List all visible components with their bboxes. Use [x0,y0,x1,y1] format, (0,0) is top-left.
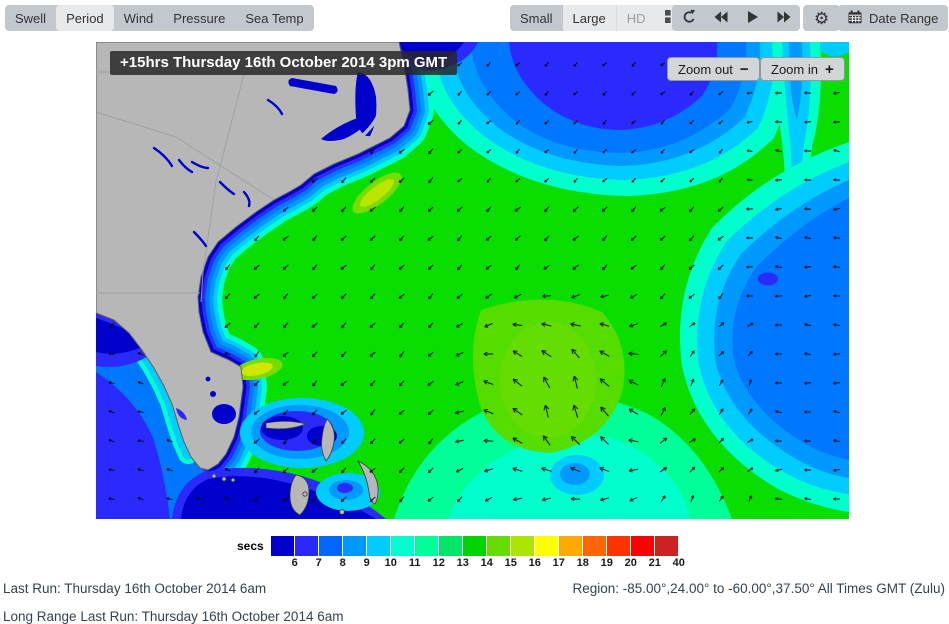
legend-box-8 [318,536,342,556]
legend-box-13 [438,536,462,556]
size-button-hd[interactable]: HD [615,5,656,31]
legend-tick-14: 14 [480,557,493,569]
legend-box-7 [294,536,318,556]
legend-tick-8: 8 [339,557,346,569]
legend-tick-15: 15 [504,557,517,569]
period-color-legend: secs 6 7 8 9 10 11 12 13 14 15 16 17 18 19 20 21 40 [237,536,685,569]
calendar-icon [848,10,862,27]
region-text: Region: -85.00°,24.00° to -60.00°,37.50°… [572,581,945,596]
zoom-out-button[interactable]: Zoom out − [667,57,760,81]
legend-box-9 [342,536,366,556]
legend-box-11 [390,536,414,556]
rewind-button[interactable] [705,5,737,31]
legend-tick-40: 40 [672,557,685,569]
legend-unit-label: secs [237,539,264,553]
tab-pressure[interactable]: Pressure [173,10,226,26]
period-contour-map [96,42,849,519]
legend-box-40 [654,536,678,556]
legend-color-scale: 6 7 8 9 10 11 12 13 14 15 16 17 18 19 20 21 40 [270,536,685,569]
zoom-in-button[interactable]: Zoom in + [760,57,845,81]
fast-forward-button[interactable] [768,5,800,31]
tab-sea-temp[interactable]: Sea Temp [245,10,304,26]
tab-wind[interactable]: Wind [123,10,154,26]
legend-box-10 [366,536,390,556]
tab-period[interactable]: Period [56,5,114,31]
forecast-mode-tabs: Swell Period Wind Pressure Sea Temp [5,5,314,31]
play-icon [746,10,759,27]
play-button[interactable] [737,5,768,31]
size-button-large[interactable]: Large [572,10,606,26]
legend-box-21 [630,536,654,556]
date-range-label: Date Range [869,10,939,26]
legend-box-18 [558,536,582,556]
legend-box-20 [606,536,630,556]
legend-box-15 [486,536,510,556]
legend-box-12 [414,536,438,556]
legend-tick-11: 11 [408,557,421,569]
legend-box-17 [534,536,558,556]
legend-box-19 [582,536,606,556]
settings-button[interactable]: ⚙ [803,5,841,31]
legend-tick-7: 7 [315,557,322,569]
legend-tick-12: 12 [432,557,445,569]
legend-tick-10: 10 [384,557,397,569]
gear-icon: ⚙ [814,8,830,28]
legend-tick-16: 16 [528,557,541,569]
last-run-text: Last Run: Thursday 16th October 2014 6am [3,581,267,596]
legend-tick-9: 9 [363,557,370,569]
rewind-icon [714,10,728,27]
legend-tick-18: 18 [576,557,589,569]
minus-icon: − [739,60,749,78]
legend-box-16 [510,536,534,556]
legend-tick-6: 6 [291,557,298,569]
long-range-last-run-text: Long Range Last Run: Thursday 16th Octob… [3,609,344,624]
refresh-icon [681,9,696,27]
legend-tick-20: 20 [624,557,637,569]
fast-forward-icon [777,10,791,27]
legend-tick-13: 13 [456,557,469,569]
refresh-button[interactable] [672,5,705,31]
size-button-small[interactable]: Small [510,5,563,31]
forecast-map[interactable]: +15hrs Thursday 16th October 2014 3pm GM… [96,42,849,519]
map-timestamp: +15hrs Thursday 16th October 2014 3pm GM… [110,51,458,75]
date-range-button[interactable]: Date Range [838,5,949,31]
legend-box-14 [462,536,486,556]
tab-swell[interactable]: Swell [15,10,47,26]
animation-controls [672,5,800,31]
legend-tick-19: 19 [600,557,613,569]
legend-tick-21: 21 [648,557,661,569]
legend-box-6 [270,536,294,556]
plus-icon: + [824,60,834,78]
map-size-controls: Small Large HD [510,5,687,31]
legend-tick-17: 17 [552,557,565,569]
